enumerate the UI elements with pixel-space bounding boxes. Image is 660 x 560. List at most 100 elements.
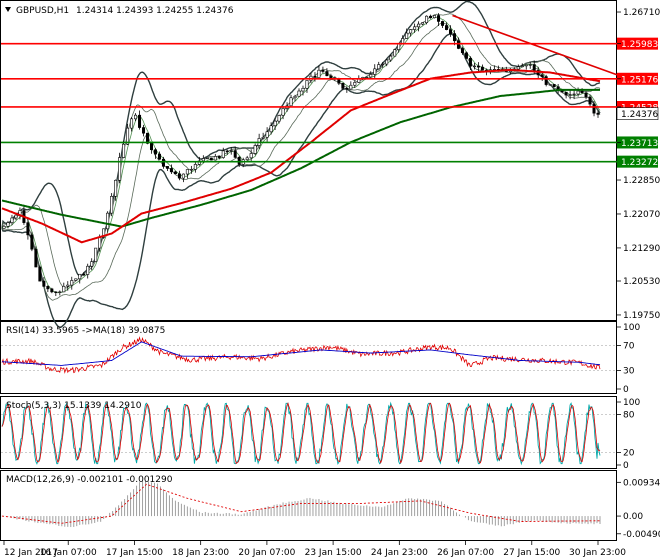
candle-body [337, 78, 341, 84]
candle-body [277, 115, 281, 122]
stoch-k-line [1, 401, 601, 466]
candle-body [540, 74, 544, 77]
y-tick-label: 0.009345 [623, 478, 660, 488]
candle-body [106, 212, 110, 230]
candle-body [325, 71, 329, 77]
inner-band-upper [1, 13, 601, 289]
candle-body [281, 108, 285, 116]
candle-body [468, 57, 472, 67]
candle-body [165, 166, 169, 169]
candle-body [448, 29, 452, 34]
candle-body [460, 48, 464, 54]
level-label: 1.25983 [621, 40, 658, 50]
y-tick-label: 80 [623, 411, 635, 421]
y-tick-label: 30 [623, 366, 635, 376]
candle-body [273, 120, 277, 127]
macd-signal-line [1, 483, 600, 524]
candle-body [429, 15, 433, 19]
level-tag [617, 37, 658, 50]
candle-body [213, 156, 217, 161]
candle-body [253, 145, 257, 154]
x-tick-label: 17 Jan 15:00 [106, 548, 163, 558]
candle-body [269, 125, 273, 133]
candle-body [66, 284, 70, 287]
candle-body [293, 95, 297, 99]
current-price-tag [616, 107, 659, 120]
ma-slow [1, 88, 600, 228]
candle-body [34, 248, 38, 268]
candle-body [524, 64, 528, 67]
candle-body [62, 285, 66, 293]
candle-body [110, 196, 114, 214]
x-tick-label: 23 Jan 15:00 [305, 548, 362, 558]
candle-body [142, 127, 146, 134]
candle-body [548, 84, 552, 86]
level-tag [617, 72, 658, 85]
y-tick-label: 0.00 [623, 512, 643, 522]
candle-body [532, 64, 536, 71]
candle-body [289, 97, 293, 107]
candle-body [353, 82, 357, 86]
macd-panel-frame [0, 470, 617, 541]
y-tick-label: 0 [623, 385, 629, 395]
candle-body [456, 40, 460, 49]
rsi-line [1, 336, 601, 374]
chart-menu-icon[interactable] [5, 7, 11, 12]
candle-body [421, 22, 425, 25]
candle-body [177, 173, 181, 179]
x-tick-label: 16 Jan 07:00 [40, 548, 97, 558]
candle-body [201, 158, 205, 162]
candle-body [46, 286, 50, 290]
y-tick-label: 0 [623, 461, 629, 471]
candle-body [397, 43, 401, 50]
y-tick-label: 1.22070 [623, 210, 660, 220]
candle-body [245, 157, 249, 161]
candle-body [345, 88, 349, 90]
x-tick-label: 26 Jan 07:00 [437, 548, 494, 558]
y-tick-label: 1.20530 [623, 277, 660, 287]
rsi-panel-frame [0, 321, 617, 394]
candle-body [341, 82, 345, 89]
candle-body [153, 149, 157, 155]
candle-body [349, 84, 353, 90]
candle-body [381, 63, 385, 66]
resistance-trendline[interactable] [452, 14, 619, 76]
price-panel-frame [0, 0, 617, 321]
candle-body [134, 114, 138, 120]
candle-body [189, 169, 193, 171]
candle-body [221, 150, 225, 158]
candle-body [528, 64, 532, 66]
candle-body [568, 94, 572, 96]
y-tick-label: -0.004907 [623, 530, 660, 540]
stoch-panel-frame [0, 396, 617, 469]
candle-body [588, 96, 592, 105]
candle-body [150, 143, 154, 151]
candle-body [161, 158, 165, 167]
candle-body [98, 237, 102, 249]
y-tick-label: 1.22850 [623, 176, 660, 186]
level-label: 1.23272 [621, 158, 658, 168]
candle-body [114, 179, 118, 197]
candle-body [233, 150, 237, 158]
candle-body [301, 87, 305, 92]
candle-body [365, 76, 369, 79]
y-tick-label: 20 [623, 448, 635, 458]
candle-body [181, 173, 185, 179]
ma-fast [1, 68, 601, 244]
price-y-axis: 1.26710 1.22850 1.22070 1.21290 1.20530 1.197… [617, 8, 660, 321]
candle-body [405, 32, 409, 39]
stoch-y-axis: 100 80 20 0 [617, 398, 640, 471]
candle-body [78, 273, 82, 280]
candle-body [377, 64, 381, 70]
candle-body [30, 234, 34, 250]
candle-body [82, 273, 86, 276]
candle-body [193, 164, 197, 170]
candle-body [70, 280, 74, 286]
candle-body [265, 131, 269, 138]
macd-label: MACD(12,26,9) -0.002101 -0.001290 [6, 475, 173, 485]
candle-body [464, 52, 468, 59]
x-tick-label: 12 Jan 2017 [4, 548, 58, 558]
candle-body [409, 29, 413, 34]
